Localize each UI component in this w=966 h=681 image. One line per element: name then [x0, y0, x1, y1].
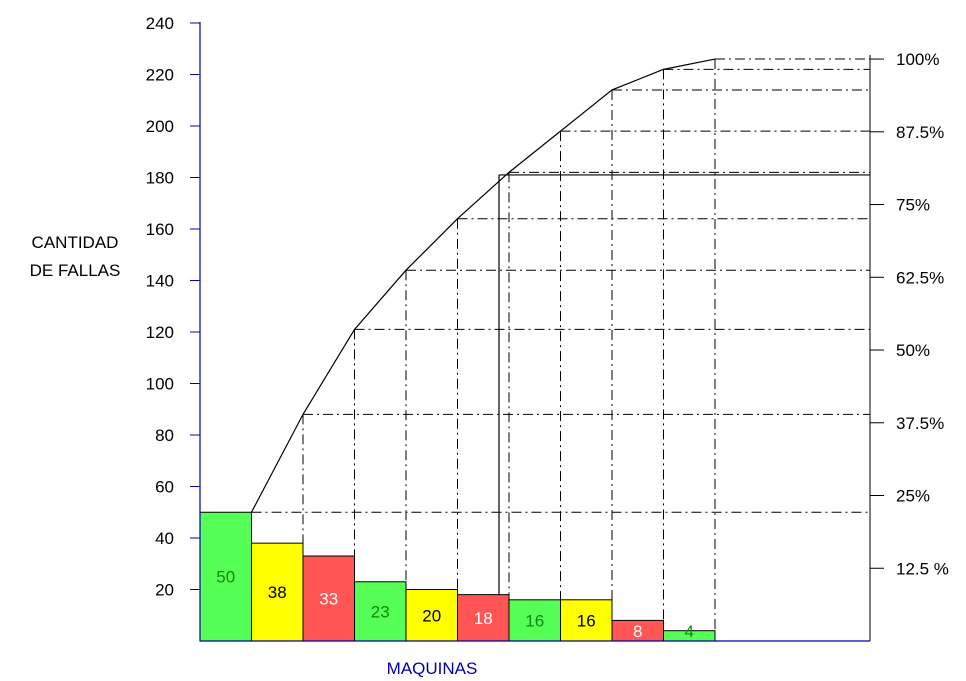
y-tick-label: 60: [155, 478, 174, 497]
cumulative-curve: [250, 58, 716, 513]
bar-value-label: 16: [525, 611, 544, 630]
bar-value-label: 8: [633, 622, 642, 641]
y-axis-label: DE FALLAS: [30, 261, 121, 280]
y-tick-label: 140: [146, 272, 174, 291]
grid-lines: [251, 58, 870, 641]
y-tick-label: 220: [146, 66, 174, 85]
bar-value-label: 38: [268, 583, 287, 602]
bar-value-label: 20: [422, 606, 441, 625]
right-tick-label: 87.5%: [896, 123, 944, 142]
y-tick-label: 20: [155, 581, 174, 600]
bar: [457, 594, 510, 642]
cumulative-curve-group: [250, 58, 716, 513]
y-tick-label: 80: [155, 426, 174, 445]
bars: 50 38 33 23 20 18 16 16 8 4: [199, 511, 716, 642]
bar-value-label: 33: [319, 590, 338, 609]
bar: [560, 599, 613, 642]
x-axis-label: MAQUINAS: [387, 659, 478, 678]
bar: [251, 542, 304, 642]
right-tick-label: 25%: [896, 487, 930, 506]
bar-value-label: 4: [685, 622, 694, 641]
bar: [405, 589, 458, 642]
bar: [354, 581, 407, 642]
y-tick-label: 120: [146, 323, 174, 342]
y-tick-label: 240: [146, 14, 174, 33]
bar-value-label: 18: [474, 609, 493, 628]
y-tick-label: 160: [146, 220, 174, 239]
bar-value-label: 23: [371, 602, 390, 621]
bar-value-label: 16: [577, 611, 596, 630]
bar: [302, 555, 355, 642]
y-tick-label: 180: [146, 169, 174, 188]
y-tick-label: 100: [146, 375, 174, 394]
tick-labels: 20 40 60 80 100 120 140 160 180 200 220 240 12.5 % 25…: [146, 14, 949, 600]
right-tick-label: 12.5 %: [896, 559, 949, 578]
y-axis-label: CANTIDAD: [32, 233, 119, 252]
axis-labels: CANTIDAD DE FALLAS MAQUINAS: [30, 233, 478, 678]
right-tick-label: 50%: [896, 341, 930, 360]
right-tick-label: 100%: [896, 50, 939, 69]
y-tick-label: 40: [155, 529, 174, 548]
right-tick-label: 62.5%: [896, 268, 944, 287]
bar-value-label: 50: [216, 568, 235, 587]
right-tick-label: 75%: [896, 196, 930, 215]
right-tick-label: 37.5%: [896, 414, 944, 433]
y-tick-label: 200: [146, 117, 174, 136]
